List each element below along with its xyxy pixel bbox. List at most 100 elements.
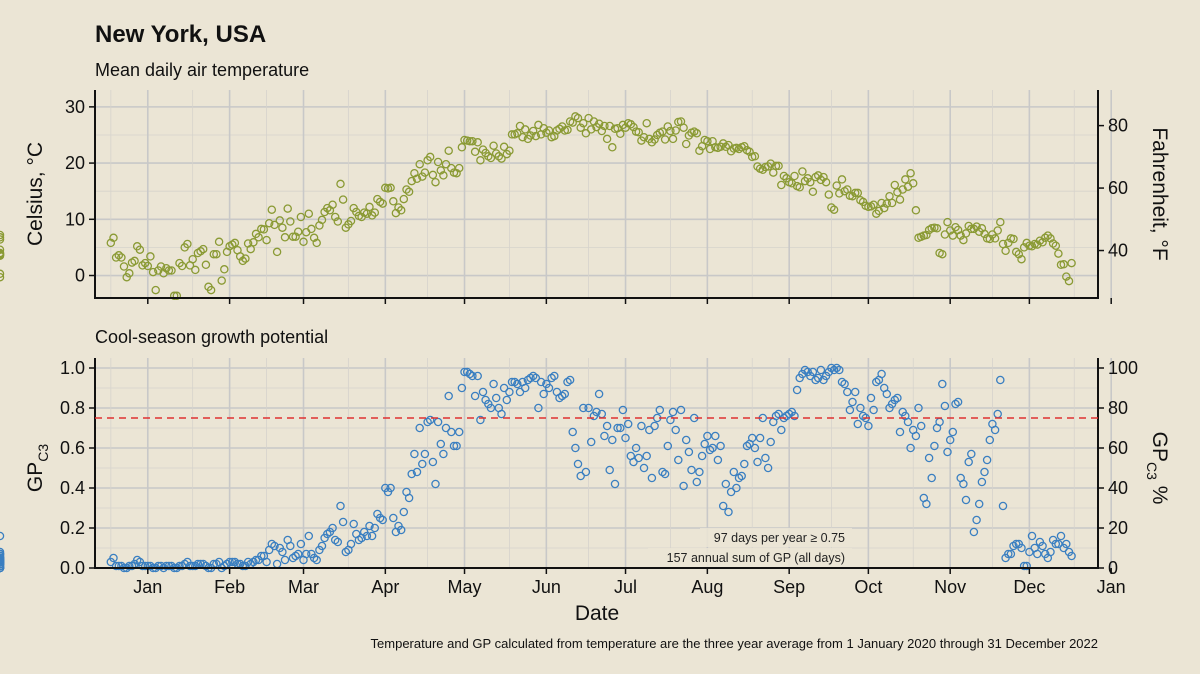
temperature-point: [167, 266, 176, 275]
temperature-point: [586, 125, 596, 134]
temperature-point: [486, 153, 496, 163]
annotation-box-1: [700, 528, 852, 547]
gp-point: [637, 421, 646, 431]
gp-right-axis-label-suffix: %: [1148, 480, 1171, 505]
gp-point: [291, 551, 300, 561]
gp-point: [544, 383, 554, 393]
gp-point: [840, 379, 849, 389]
gp-point: [404, 493, 414, 503]
gp-point: [945, 435, 955, 445]
gp-right-tick-label: 0: [1108, 558, 1118, 578]
temperature-point: [214, 237, 224, 247]
gp-point: [312, 555, 321, 565]
temperature-point: [681, 139, 691, 149]
temperature-point: [470, 147, 480, 157]
temperature-point: [1009, 234, 1018, 244]
gp-point: [1006, 549, 1016, 559]
temperature-point: [563, 125, 572, 135]
gp-point: [507, 377, 517, 387]
gp-point: [278, 547, 287, 557]
temperature-point: [579, 118, 588, 128]
temperature-point: [600, 121, 609, 131]
annotation-box-2: [648, 548, 852, 567]
gp-point: [732, 483, 741, 493]
gp-point: [903, 417, 913, 427]
temperature-point: [119, 262, 129, 271]
gp-point: [961, 495, 971, 505]
gp-point: [114, 561, 124, 571]
gp-point: [906, 443, 915, 453]
temperature-right-tick-label: 80: [1108, 116, 1128, 136]
temperature-point: [671, 126, 680, 135]
gp-point: [362, 531, 372, 541]
gp-point: [576, 471, 585, 481]
temperature-point: [304, 209, 314, 218]
temperature-left-tick-label: 20: [65, 153, 85, 173]
temperature-point: [425, 152, 435, 162]
gp-point: [980, 467, 989, 477]
temperature-point: [829, 205, 839, 214]
temperature-point: [956, 231, 965, 240]
temperature-point: [658, 127, 667, 136]
gp-point: [647, 473, 657, 483]
temperature-point: [766, 159, 775, 168]
gp-point: [341, 547, 351, 557]
gp-point: [164, 561, 174, 571]
gp-point: [0, 549, 5, 559]
temperature-point: [972, 222, 981, 231]
temperature-point: [816, 175, 826, 185]
gp-point: [959, 479, 968, 489]
temperature-point: [1054, 249, 1063, 258]
temperature-point: [660, 135, 670, 144]
temperature-point: [439, 171, 448, 180]
temperature-point: [608, 143, 617, 152]
gp-point: [600, 431, 609, 441]
temperature-point: [336, 179, 345, 189]
gp-point: [666, 415, 675, 425]
temperature-left-tick-label: 10: [65, 209, 85, 229]
gp-point: [777, 425, 786, 435]
x-tick-label-month: Apr: [371, 577, 399, 597]
temperature-point: [198, 244, 208, 254]
gp-point: [713, 455, 723, 465]
temperature-point: [534, 120, 543, 130]
gp-point: [586, 437, 596, 447]
gp-point: [692, 477, 702, 487]
gp-point: [974, 499, 984, 509]
gp-point: [629, 457, 638, 467]
temperature-point: [943, 217, 952, 227]
temperature-point: [431, 177, 440, 187]
temperature-point: [542, 128, 551, 137]
temperature-point: [378, 199, 387, 208]
temperature-point: [183, 239, 192, 249]
temperature-point: [212, 249, 221, 259]
gp-point: [457, 383, 467, 393]
temperature-point: [932, 224, 942, 233]
gp-point: [623, 419, 633, 429]
gp-point: [592, 407, 601, 417]
temperature-point: [465, 136, 475, 146]
temperature-point: [399, 194, 409, 204]
gp-left-axis-label: GPC3: [24, 444, 51, 492]
gp-point: [323, 529, 332, 539]
gp-point: [560, 389, 570, 399]
temperature-point: [692, 129, 702, 138]
temperature-point: [370, 208, 380, 217]
temperature-point: [597, 126, 607, 136]
temperature-points: [0, 112, 1076, 301]
temperature-point: [230, 238, 240, 248]
temperature-point: [777, 180, 786, 190]
gp-point: [399, 507, 409, 517]
gp-right-axis-label-main: GP: [1148, 432, 1171, 462]
gp-point: [866, 393, 876, 403]
annotation-annual-sum: 157 annual sum of GP (all days): [667, 551, 845, 565]
gp-point: [616, 423, 625, 433]
temperature-point: [745, 147, 754, 157]
gp-right-tick-label: 100: [1108, 358, 1138, 378]
gp-point: [853, 419, 863, 429]
gp-point: [721, 479, 731, 489]
gp-point: [249, 557, 258, 567]
gp-left-tick-label: 0.0: [60, 558, 85, 578]
gp-point: [613, 423, 622, 433]
temperature-point: [452, 168, 461, 178]
